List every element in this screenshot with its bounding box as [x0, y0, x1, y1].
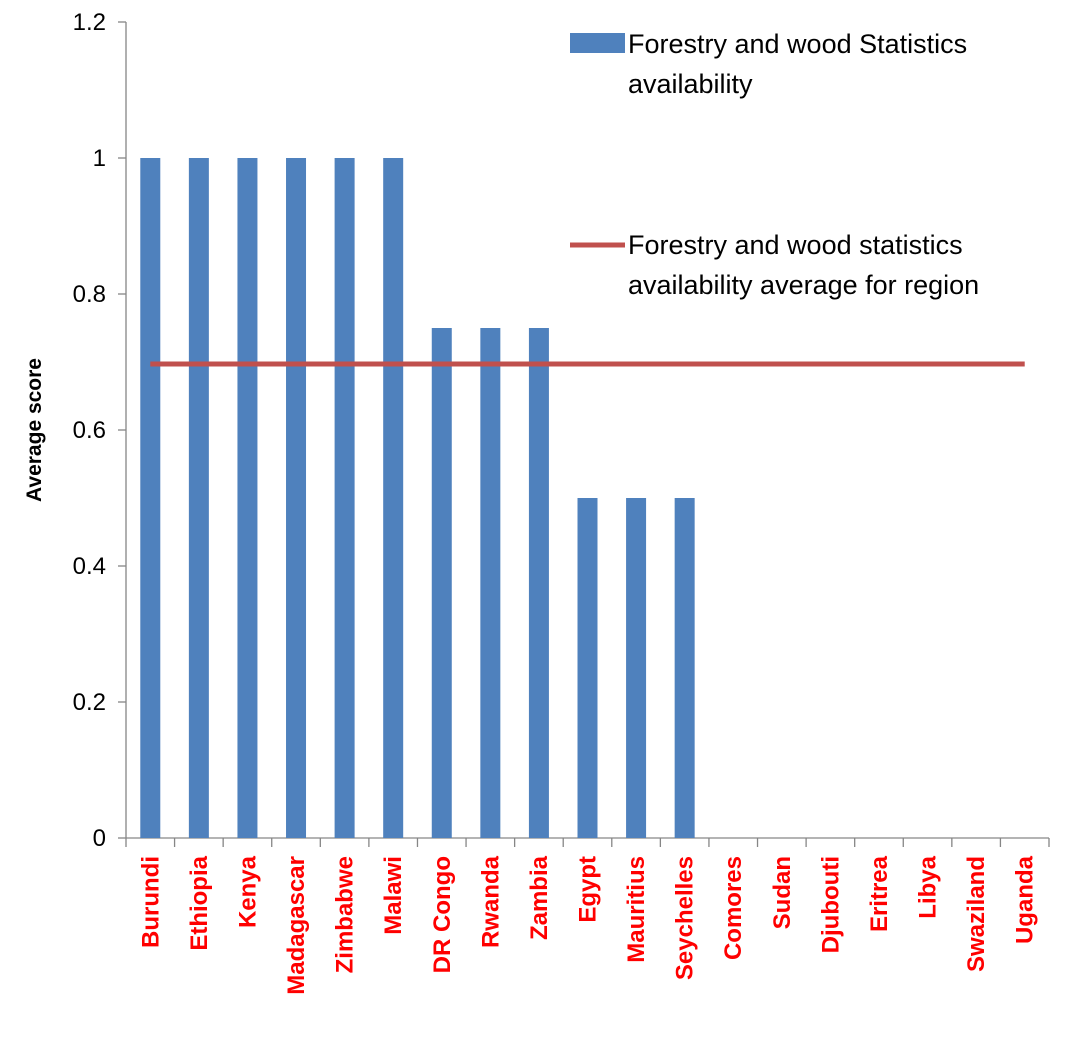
x-category-label: Malawi: [380, 856, 407, 935]
legend-bar-label: availability: [628, 69, 753, 99]
bar-ethiopia: [188, 158, 209, 838]
bar-zimbabwe: [334, 158, 355, 838]
y-tick-label: 0.6: [73, 417, 106, 444]
x-category-label: Comores: [720, 856, 747, 960]
x-category-label: Sudan: [769, 856, 796, 929]
x-category-label: Rwanda: [477, 855, 504, 948]
x-category-label: Zambia: [526, 855, 553, 940]
x-category-label: Mauritius: [623, 856, 650, 963]
y-tick-label: 0.8: [73, 281, 106, 308]
x-category-label: DR Congo: [429, 856, 456, 973]
x-category-label: Swaziland: [963, 856, 990, 972]
y-tick-label: 1: [93, 145, 106, 172]
bar-egypt: [577, 498, 598, 838]
x-category-label: Zimbabwe: [332, 856, 359, 973]
bar-rwanda: [480, 328, 501, 838]
bar-seychelles: [674, 498, 695, 838]
legend-bar-swatch: [570, 33, 625, 53]
y-tick-label: 0.4: [73, 553, 106, 580]
bar-malawi: [383, 158, 404, 838]
x-category-label: Libya: [915, 855, 942, 918]
x-category-label: Madagascar: [283, 856, 310, 995]
legend-bar-label: Forestry and wood Statistics: [628, 29, 967, 59]
x-category-label: Burundi: [137, 856, 164, 948]
bar-kenya: [237, 158, 258, 838]
x-category-label: Uganda: [1012, 855, 1039, 944]
x-category-label: Eritrea: [866, 855, 893, 932]
legend-line-label: Forestry and wood statistics: [628, 230, 963, 260]
x-category-label: Ethiopia: [186, 855, 213, 950]
bar-mauritius: [626, 498, 647, 838]
y-axis-ticks: 0 0.2 0.4 0.6 0.8 1 1.2: [73, 9, 126, 852]
y-tick-label: 0.2: [73, 689, 106, 716]
y-tick-label: 1.2: [73, 9, 106, 36]
y-tick-label: 0: [93, 825, 106, 852]
bar-madagascar: [286, 158, 307, 838]
x-axis-category-labels: Burundi Ethiopia Kenya Madagascar Zimbabwe Ma…: [137, 855, 1038, 994]
bar-dr-congo: [431, 328, 452, 838]
bar-zambia: [528, 328, 549, 838]
bar-burundi: [140, 158, 161, 838]
legend-line-label: availability average for region: [628, 270, 979, 300]
x-category-label: Kenya: [234, 855, 261, 928]
x-category-label: Seychelles: [672, 856, 699, 980]
x-category-label: Djubouti: [817, 856, 844, 953]
bar-series: [140, 158, 695, 838]
y-axis-title: Average score: [23, 358, 46, 502]
chart-legend: Forestry and wood Statistics availability…: [570, 29, 979, 300]
x-category-label: Egypt: [575, 856, 602, 923]
